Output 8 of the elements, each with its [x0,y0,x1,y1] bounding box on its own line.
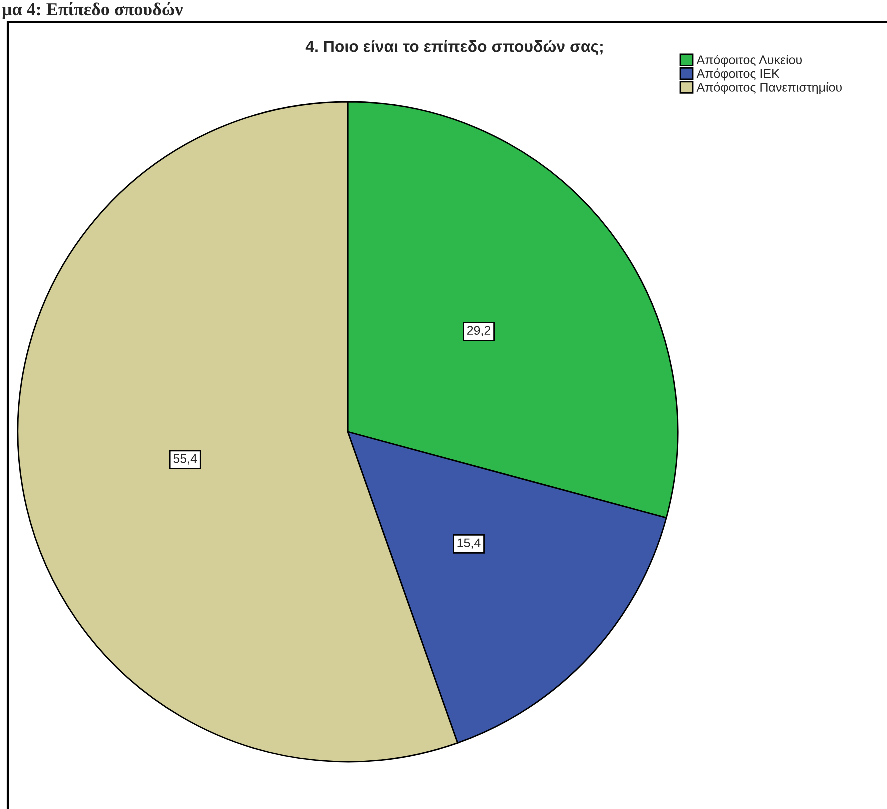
chart-title: 4. Ποιο είναι το επίπεδο σπουδών σας; [306,40,603,56]
data-label: 15,4 [458,538,481,550]
data-label: 55,4 [174,454,198,465]
legend-label: Απόφοιτος ΙΕΚ [696,68,780,81]
text: μα 4: Επίπεδο σπουδών [2,2,183,20]
legend-label: Απόφοιτος Λυκείου [696,54,802,67]
legend-label: Απόφοιτος Πανεπιστημίου [696,82,842,94]
data-label: 29,2 [467,326,491,337]
